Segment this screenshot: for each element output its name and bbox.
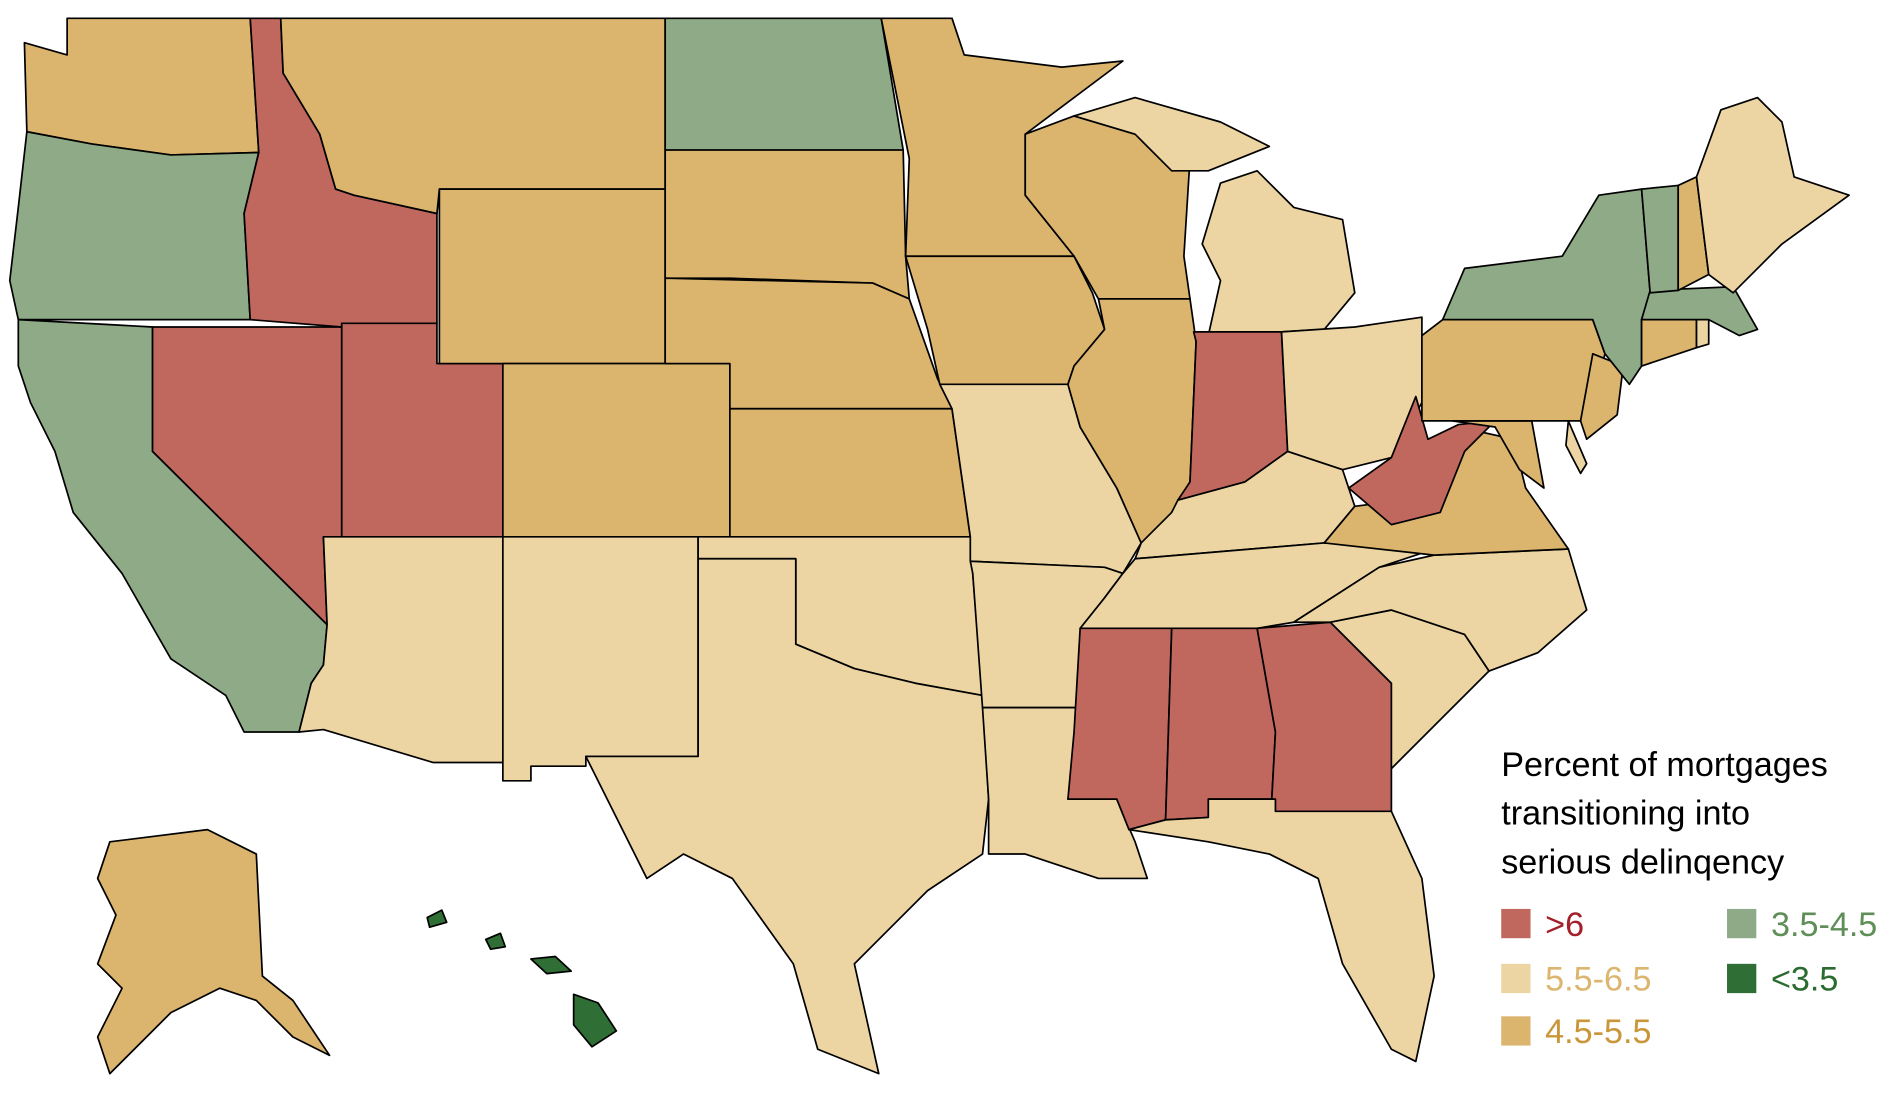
legend-title: Percent of mortgages bbox=[1501, 746, 1828, 784]
state bbox=[1201, 169, 1356, 337]
legend-swatch bbox=[1501, 908, 1531, 939]
state bbox=[96, 828, 331, 1075]
state bbox=[664, 149, 911, 300]
state bbox=[8, 130, 260, 321]
state bbox=[1073, 96, 1271, 172]
state bbox=[584, 557, 990, 1075]
legend-swatch bbox=[1727, 963, 1757, 994]
state bbox=[1421, 318, 1606, 422]
state bbox=[1067, 627, 1173, 831]
state bbox=[426, 909, 448, 929]
legend-swatch bbox=[1501, 1016, 1531, 1046]
state bbox=[530, 955, 573, 975]
legend-label: >6 bbox=[1545, 906, 1584, 944]
legend-title: transitioning into bbox=[1501, 795, 1750, 833]
legend-title: serious delinqency bbox=[1501, 844, 1785, 882]
state bbox=[1565, 420, 1588, 475]
state bbox=[279, 17, 667, 215]
state bbox=[1640, 318, 1698, 367]
legend-label: <3.5 bbox=[1771, 961, 1838, 999]
state bbox=[484, 932, 507, 951]
legend-swatch bbox=[1501, 963, 1531, 994]
state bbox=[1695, 318, 1710, 349]
state bbox=[1292, 548, 1588, 672]
state bbox=[1128, 798, 1435, 1063]
states bbox=[8, 17, 1850, 1075]
legend: Percent of mortgages transitioning into … bbox=[1501, 746, 1877, 1051]
state bbox=[1695, 96, 1850, 294]
state bbox=[438, 188, 667, 365]
legend-label: 3.5-4.5 bbox=[1771, 906, 1877, 944]
state bbox=[501, 362, 731, 538]
state bbox=[298, 535, 504, 764]
legend-swatch bbox=[1727, 908, 1757, 939]
state bbox=[729, 407, 972, 538]
state bbox=[1164, 627, 1277, 821]
state bbox=[664, 17, 905, 151]
state bbox=[501, 535, 699, 782]
state bbox=[23, 17, 260, 156]
state bbox=[572, 993, 618, 1048]
legend-label: 4.5-5.5 bbox=[1545, 1013, 1651, 1051]
legend-label: 5.5-6.5 bbox=[1545, 961, 1651, 999]
